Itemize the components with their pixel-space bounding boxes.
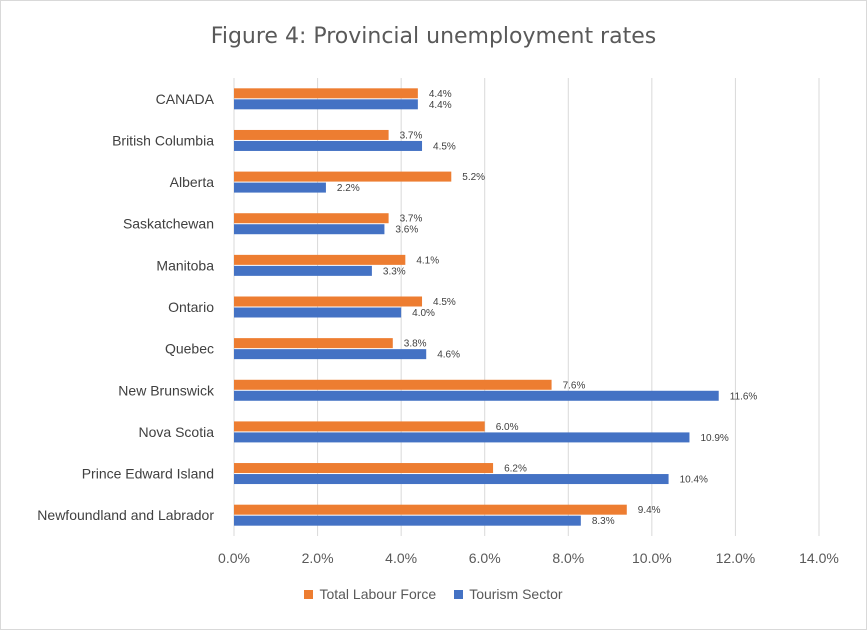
bar-total-labour-force [234, 379, 552, 390]
data-label: 3.6% [395, 225, 418, 236]
bar-total-labour-force [234, 254, 406, 265]
bar-tourism-sector [234, 307, 402, 318]
category-label: Manitoba [156, 257, 214, 273]
category-label: British Columbia [112, 132, 214, 148]
legend-swatch-total-labour-force [304, 589, 314, 599]
data-label: 10.9% [700, 433, 728, 444]
bar-total-labour-force [234, 504, 627, 515]
data-label: 4.4% [429, 100, 452, 111]
data-label: 3.7% [400, 130, 423, 141]
bar-total-labour-force [234, 421, 485, 432]
data-label: 4.0% [412, 308, 435, 319]
x-tick-label: 8.0% [552, 550, 584, 566]
bar-tourism-sector [234, 182, 326, 193]
data-label: 5.2% [462, 172, 485, 183]
chart-legend: Total Labour Force Tourism Sector [0, 586, 867, 602]
category-label: CANADA [156, 91, 215, 107]
bar-total-labour-force [234, 213, 389, 224]
x-tick-label: 14.0% [799, 550, 839, 566]
x-tick-label: 6.0% [469, 550, 501, 566]
bar-tourism-sector [234, 140, 423, 151]
data-label: 6.0% [496, 422, 519, 433]
bar-total-labour-force [234, 129, 389, 140]
bar-tourism-sector [234, 99, 418, 110]
bar-total-labour-force [234, 88, 418, 99]
category-label: Ontario [168, 299, 214, 315]
legend-label-tourism-sector: Tourism Sector [469, 586, 563, 602]
data-label: 4.5% [433, 297, 456, 308]
data-label: 4.6% [437, 350, 460, 361]
category-label: Newfoundland and Labrador [37, 507, 214, 523]
category-label: Saskatchewan [123, 216, 214, 232]
x-tick-label: 4.0% [385, 550, 417, 566]
data-label: 3.7% [400, 214, 423, 225]
legend-swatch-tourism-sector [454, 589, 464, 599]
bar-tourism-sector [234, 224, 385, 235]
data-label: 11.6% [730, 391, 758, 402]
legend-label-total-labour-force: Total Labour Force [319, 586, 437, 602]
category-label: Prince Edward Island [82, 466, 214, 482]
bar-tourism-sector [234, 515, 581, 526]
x-tick-label: 10.0% [632, 550, 672, 566]
data-label: 3.8% [404, 339, 427, 350]
chart-title: Figure 4: Provincial unemployment rates [210, 24, 657, 49]
bar-tourism-sector [234, 390, 719, 401]
bar-tourism-sector [234, 474, 669, 485]
x-tick-label: 12.0% [716, 550, 756, 566]
legend-item-total-labour-force: Total Labour Force [304, 586, 436, 602]
bar-total-labour-force [234, 171, 452, 182]
data-label: 4.1% [416, 255, 439, 266]
legend-item-tourism-sector: Tourism Sector [454, 586, 563, 602]
bar-total-labour-force [234, 296, 423, 307]
data-label: 3.3% [383, 266, 406, 277]
data-label: 8.3% [592, 516, 615, 527]
data-label: 6.2% [504, 464, 527, 475]
data-label: 9.4% [638, 505, 661, 516]
category-label: Alberta [170, 174, 215, 190]
bar-tourism-sector [234, 432, 690, 443]
data-label: 4.4% [429, 89, 452, 100]
category-label: Nova Scotia [139, 424, 215, 440]
category-label: New Brunswick [118, 382, 215, 398]
data-label: 4.5% [433, 141, 456, 152]
data-label: 7.6% [563, 380, 586, 391]
bar-total-labour-force [234, 463, 494, 474]
data-label: 2.2% [337, 183, 360, 194]
data-label: 10.4% [680, 475, 708, 486]
bar-tourism-sector [234, 265, 372, 276]
bar-total-labour-force [234, 338, 393, 349]
category-label: Quebec [165, 341, 214, 357]
x-tick-label: 0.0% [218, 550, 250, 566]
x-tick-label: 2.0% [302, 550, 334, 566]
bar-tourism-sector [234, 349, 427, 360]
